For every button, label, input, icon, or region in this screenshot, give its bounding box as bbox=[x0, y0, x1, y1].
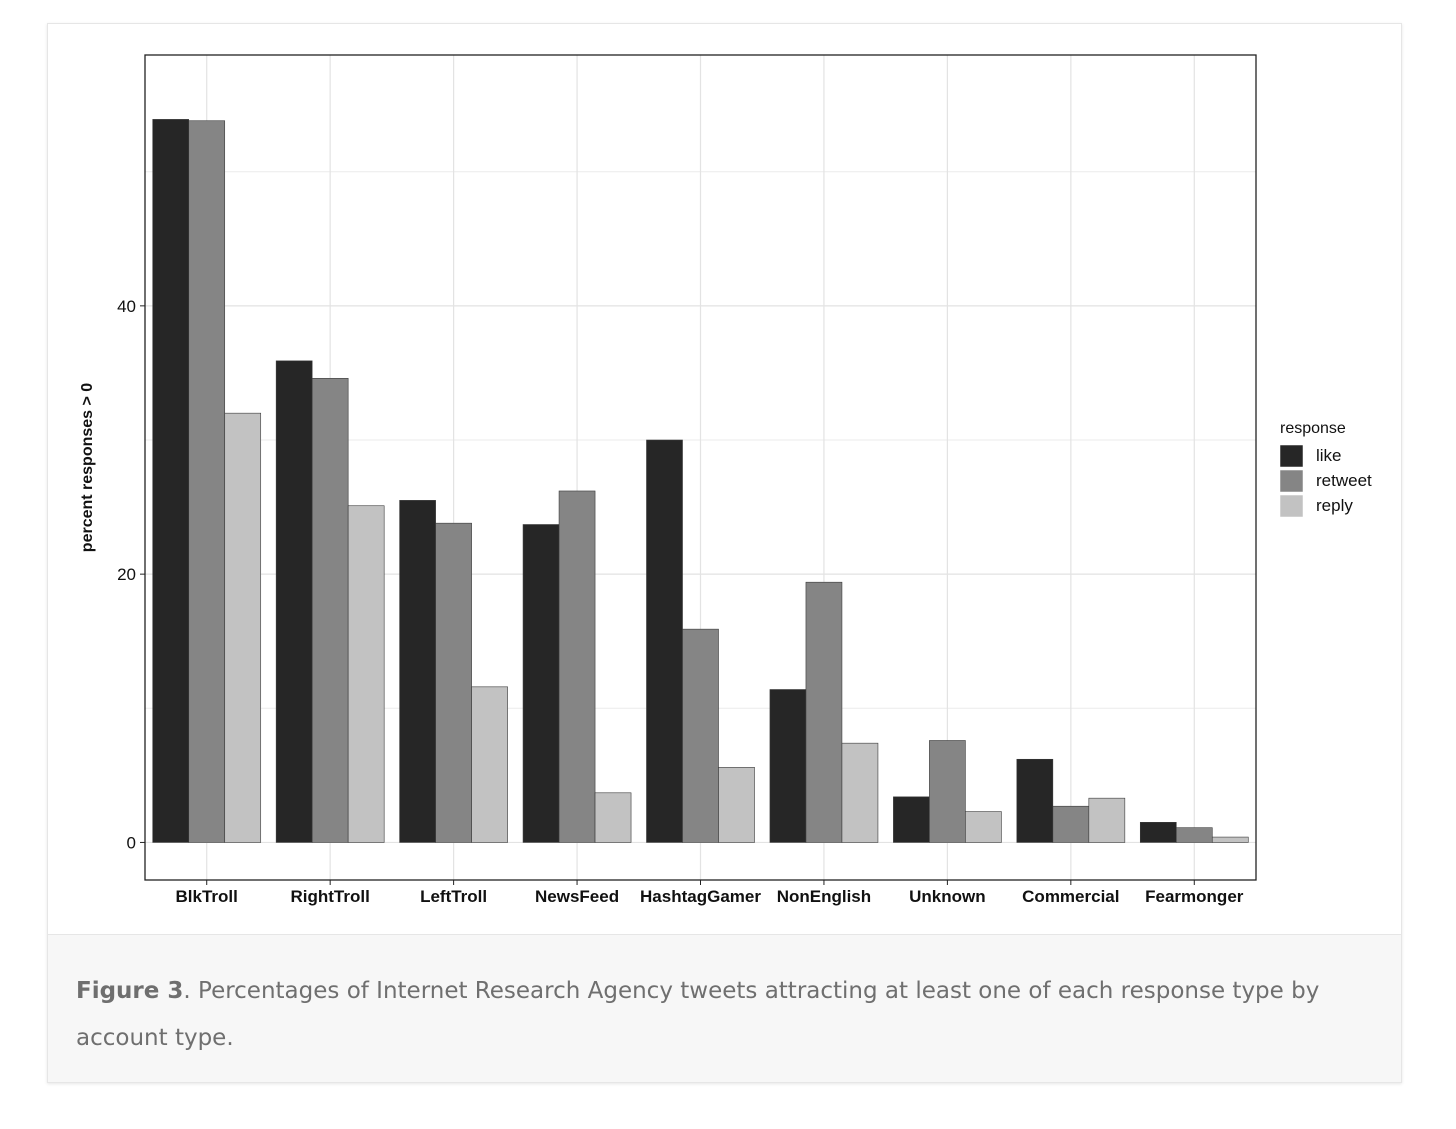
caption-text: . Percentages of Internet Research Agenc… bbox=[76, 978, 1320, 1051]
bar-NewsFeed-reply bbox=[594, 792, 632, 843]
x-tick-label: Commercial bbox=[1022, 887, 1119, 906]
bar-HashtagGamer-like bbox=[646, 439, 683, 843]
bar-HashtagGamer-retweet bbox=[682, 628, 719, 843]
bar-Commercial-like bbox=[1016, 758, 1054, 843]
axes: 0 20 40 BlkTroll RightTroll LeftTroll NewsFeed… bbox=[117, 297, 1244, 906]
y-axis-label: percent responses > 0 bbox=[79, 383, 96, 553]
x-tick-label: LeftTroll bbox=[420, 887, 487, 906]
legend-key-retweet bbox=[1279, 469, 1304, 493]
bar-HashtagGamer-reply bbox=[718, 767, 755, 843]
bar-BlkTroll-retweet bbox=[188, 120, 226, 843]
figure-label: Figure 3 bbox=[76, 978, 184, 1004]
legend-key-reply bbox=[1279, 494, 1304, 518]
bar-Fearmonger-retweet bbox=[1175, 827, 1213, 843]
x-tick-label: NewsFeed bbox=[535, 887, 619, 906]
bar-RightTroll-like bbox=[275, 360, 313, 843]
bar-NewsFeed-like bbox=[522, 524, 560, 843]
x-tick-label: Unknown bbox=[909, 887, 986, 906]
bar-NonEnglish-retweet bbox=[805, 581, 843, 843]
x-tick-label: NonEnglish bbox=[777, 887, 871, 906]
bar-BlkTroll-like bbox=[152, 119, 190, 843]
figure-card: 0 20 40 BlkTroll RightTroll LeftTroll NewsFeed… bbox=[47, 23, 1402, 1083]
bars bbox=[152, 119, 1249, 843]
x-tick-label: RightTroll bbox=[291, 887, 370, 906]
bar-chart: 0 20 40 BlkTroll RightTroll LeftTroll NewsFeed… bbox=[79, 54, 1372, 906]
bar-Unknown-retweet bbox=[929, 740, 966, 843]
legend-title: response bbox=[1280, 420, 1346, 437]
y-tick-label: 0 bbox=[127, 833, 136, 852]
bar-Commercial-reply bbox=[1088, 797, 1126, 843]
legend-label-like: like bbox=[1316, 446, 1342, 465]
bar-Unknown-reply bbox=[965, 811, 1002, 843]
bar-BlkTroll-reply bbox=[224, 412, 262, 843]
bar-NewsFeed-retweet bbox=[558, 490, 596, 843]
legend: response like retweet reply bbox=[1279, 420, 1372, 518]
caption-area: Figure 3. Percentages of Internet Resear… bbox=[48, 934, 1401, 1082]
legend-label-retweet: retweet bbox=[1316, 471, 1372, 490]
bar-LeftTroll-reply bbox=[471, 686, 508, 843]
legend-key-like bbox=[1279, 444, 1304, 468]
legend-label-reply: reply bbox=[1316, 496, 1353, 515]
bar-RightTroll-reply bbox=[347, 505, 385, 843]
bar-NonEnglish-reply bbox=[841, 742, 879, 843]
bar-NonEnglish-like bbox=[769, 689, 807, 843]
figure-caption: Figure 3. Percentages of Internet Resear… bbox=[76, 968, 1373, 1062]
bar-Unknown-like bbox=[893, 796, 930, 843]
x-tick-label: BlkTroll bbox=[176, 887, 238, 906]
bar-LeftTroll-like bbox=[399, 500, 436, 843]
x-tick-label: Fearmonger bbox=[1145, 887, 1244, 906]
bar-RightTroll-retweet bbox=[311, 377, 349, 843]
bar-Commercial-retweet bbox=[1052, 805, 1090, 843]
y-tick-label: 40 bbox=[117, 297, 136, 316]
x-tick-label: HashtagGamer bbox=[640, 887, 761, 906]
bar-Fearmonger-reply bbox=[1211, 836, 1249, 843]
chart-area: 0 20 40 BlkTroll RightTroll LeftTroll NewsFeed… bbox=[48, 24, 1403, 934]
bar-Fearmonger-like bbox=[1139, 822, 1177, 843]
bar-LeftTroll-retweet bbox=[435, 522, 472, 843]
y-tick-label: 20 bbox=[117, 565, 136, 584]
